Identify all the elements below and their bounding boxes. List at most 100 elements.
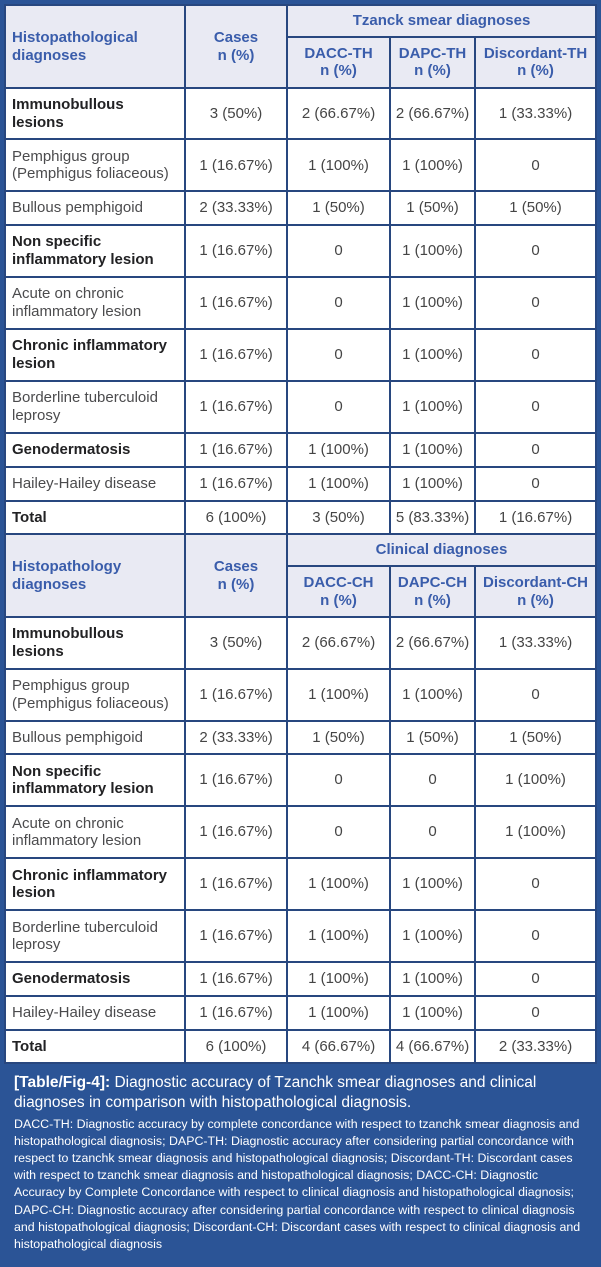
figure-label: [Table/Fig-4]: xyxy=(14,1074,111,1092)
cases-value: 1 (16.67%) xyxy=(184,909,288,964)
table-row: Bullous pemphigoid 2 (33.33%) 1 (50%) 1 (50… xyxy=(4,190,598,227)
discordant-value: 0 xyxy=(473,995,598,1031)
row-label: Pemphigus group (Pemphigus foliaceous) xyxy=(4,138,186,193)
dacc-value: 0 xyxy=(286,753,391,808)
table2-group-header-row: Histopathology diagnoses Cases n (%) Cli… xyxy=(4,533,598,619)
discordant-value: 1 (33.33%) xyxy=(473,87,598,141)
table-row: Pemphigus group (Pemphigus foliaceous) 1 … xyxy=(4,138,598,193)
dapc-value: 1 (100%) xyxy=(389,328,476,383)
table1-row-header: Histopathological diagnoses xyxy=(4,3,186,90)
table-row: Non specific inflammatory lesion 1 (16.67… xyxy=(4,224,598,279)
dapc-value: 1 (100%) xyxy=(389,857,476,912)
cases-value: 1 (16.67%) xyxy=(184,138,288,193)
table-row: Hailey-Hailey disease 1 (16.67%) 1 (100%) 1… xyxy=(4,465,598,502)
dapc-value: 4 (66.67%) xyxy=(389,1028,476,1065)
dacc-value: 0 xyxy=(286,276,391,331)
dacc-value: 1 (100%) xyxy=(286,138,391,193)
cases-value: 2 (33.33%) xyxy=(184,190,288,227)
cases-value: 1 (16.67%) xyxy=(184,961,288,997)
dacc-value: 1 (100%) xyxy=(286,909,391,964)
table-row: Borderline tuberculoid leprosy 1 (16.67%)… xyxy=(4,380,598,435)
discordant-value: 0 xyxy=(473,276,598,331)
dapc-value: 1 (100%) xyxy=(389,380,476,435)
cases-value: 2 (33.33%) xyxy=(184,719,288,756)
cases-value: 1 (16.67%) xyxy=(184,328,288,383)
dapc-value: 1 (100%) xyxy=(389,667,476,722)
discordant-value: 0 xyxy=(473,138,598,193)
dapc-value: 1 (100%) xyxy=(389,961,476,997)
dacc-value: 1 (100%) xyxy=(286,995,391,1031)
row-label: Non specific inflammatory lesion xyxy=(4,224,186,279)
dacc-value: 0 xyxy=(286,328,391,383)
discordant-value: 1 (16.67%) xyxy=(473,499,598,536)
row-label: Genodermatosis xyxy=(4,432,186,468)
table-row: Non specific inflammatory lesion 1 (16.67… xyxy=(4,753,598,808)
row-label: Borderline tuberculoid leprosy xyxy=(4,380,186,435)
cases-value: 1 (16.67%) xyxy=(184,995,288,1031)
cases-value: 1 (16.67%) xyxy=(184,276,288,331)
discordant-value: 0 xyxy=(473,432,598,468)
discordant-value: 0 xyxy=(473,909,598,964)
row-label: Chronic inflammatory lesion xyxy=(4,328,186,383)
cases-value: 1 (16.67%) xyxy=(184,857,288,912)
row-label: Genodermatosis xyxy=(4,961,186,997)
cases-value: 1 (16.67%) xyxy=(184,432,288,468)
table1-dacc-th-header: DACC-TH n (%) xyxy=(286,35,391,90)
table-row: Bullous pemphigoid 2 (33.33%) 1 (50%) 1 (50… xyxy=(4,719,598,756)
row-label: Total xyxy=(4,499,186,536)
cases-value: 6 (100%) xyxy=(184,499,288,536)
table-row: Immunobullous lesions 3 (50%) 2 (66.67%) 2 … xyxy=(4,87,598,141)
dacc-value: 1 (50%) xyxy=(286,190,391,227)
row-label: Hailey-Hailey disease xyxy=(4,465,186,502)
table-row: Hailey-Hailey disease 1 (16.67%) 1 (100%) 1… xyxy=(4,995,598,1031)
cases-value: 1 (16.67%) xyxy=(184,224,288,279)
dacc-value: 2 (66.67%) xyxy=(286,87,391,141)
table2-column-header-row: DACC-CH n (%) DAPC-CH n (%) Discordant-C… xyxy=(5,564,598,619)
table2-discordant-ch-header: Discordant-CH n (%) xyxy=(473,564,598,619)
table-row: Pemphigus group (Pemphigus foliaceous) 1 … xyxy=(4,667,598,722)
discordant-value: 1 (50%) xyxy=(473,190,598,227)
cases-value: 6 (100%) xyxy=(184,1028,288,1065)
discordant-value: 0 xyxy=(473,667,598,722)
table-row: Acute on chronic inflammatory lesion 1 (1… xyxy=(4,276,598,331)
row-label: Non specific inflammatory lesion xyxy=(4,753,186,808)
table2-dacc-ch-header: DACC-CH n (%) xyxy=(286,564,391,619)
dapc-value: 1 (100%) xyxy=(389,465,476,502)
discordant-value: 0 xyxy=(473,961,598,997)
dacc-value: 1 (100%) xyxy=(286,465,391,502)
cases-value: 1 (16.67%) xyxy=(184,805,288,860)
table1-discordant-th-header: Discordant-TH n (%) xyxy=(473,35,598,90)
row-label: Bullous pemphigoid xyxy=(4,719,186,756)
cases-value: 1 (16.67%) xyxy=(184,667,288,722)
table1-group-header: Tzanck smear diagnoses xyxy=(285,4,598,38)
dapc-value: 2 (66.67%) xyxy=(389,87,476,141)
dapc-value: 1 (50%) xyxy=(389,190,476,227)
table-row: Genodermatosis 1 (16.67%) 1 (100%) 1 (100%)… xyxy=(4,432,598,468)
cases-value: 3 (50%) xyxy=(184,616,288,670)
dacc-value: 0 xyxy=(286,224,391,279)
discordant-value: 1 (50%) xyxy=(473,719,598,756)
dacc-value: 1 (100%) xyxy=(286,857,391,912)
table-row: Acute on chronic inflammatory lesion 1 (1… xyxy=(4,805,598,860)
discordant-value: 0 xyxy=(473,857,598,912)
dapc-value: 2 (66.67%) xyxy=(389,616,476,670)
dacc-value: 2 (66.67%) xyxy=(286,616,391,670)
table1-cases-header: Cases n (%) xyxy=(184,3,288,90)
discordant-value: 0 xyxy=(473,224,598,279)
discordant-value: 0 xyxy=(473,380,598,435)
table1-column-header-row: DACC-TH n (%) DAPC-TH n (%) Discordant-T… xyxy=(5,35,598,90)
diagnostic-accuracy-table: Histopathological diagnoses Cases n (%) … xyxy=(4,3,598,1065)
caption-footnote: DACC-TH: Diagnostic accuracy by complete… xyxy=(14,1117,581,1251)
table2-group-header: Clinical diagnoses xyxy=(285,533,598,567)
dacc-value: 0 xyxy=(286,380,391,435)
cases-value: 3 (50%) xyxy=(184,87,288,141)
cases-value: 1 (16.67%) xyxy=(184,380,288,435)
dapc-value: 1 (100%) xyxy=(389,432,476,468)
table-row: Genodermatosis 1 (16.67%) 1 (100%) 1 (100%)… xyxy=(4,961,598,997)
table2-clinical-section: Histopathology diagnoses Cases n (%) Cli… xyxy=(4,533,598,1065)
table-row: Total 6 (100%) 3 (50%) 5 (83.33%) 1 (16.67%) xyxy=(4,499,598,536)
row-label: Immunobullous lesions xyxy=(4,87,186,141)
caption-main: [Table/Fig-4]: Diagnostic accuracy of Tz… xyxy=(14,1073,587,1113)
dapc-value: 1 (50%) xyxy=(389,719,476,756)
